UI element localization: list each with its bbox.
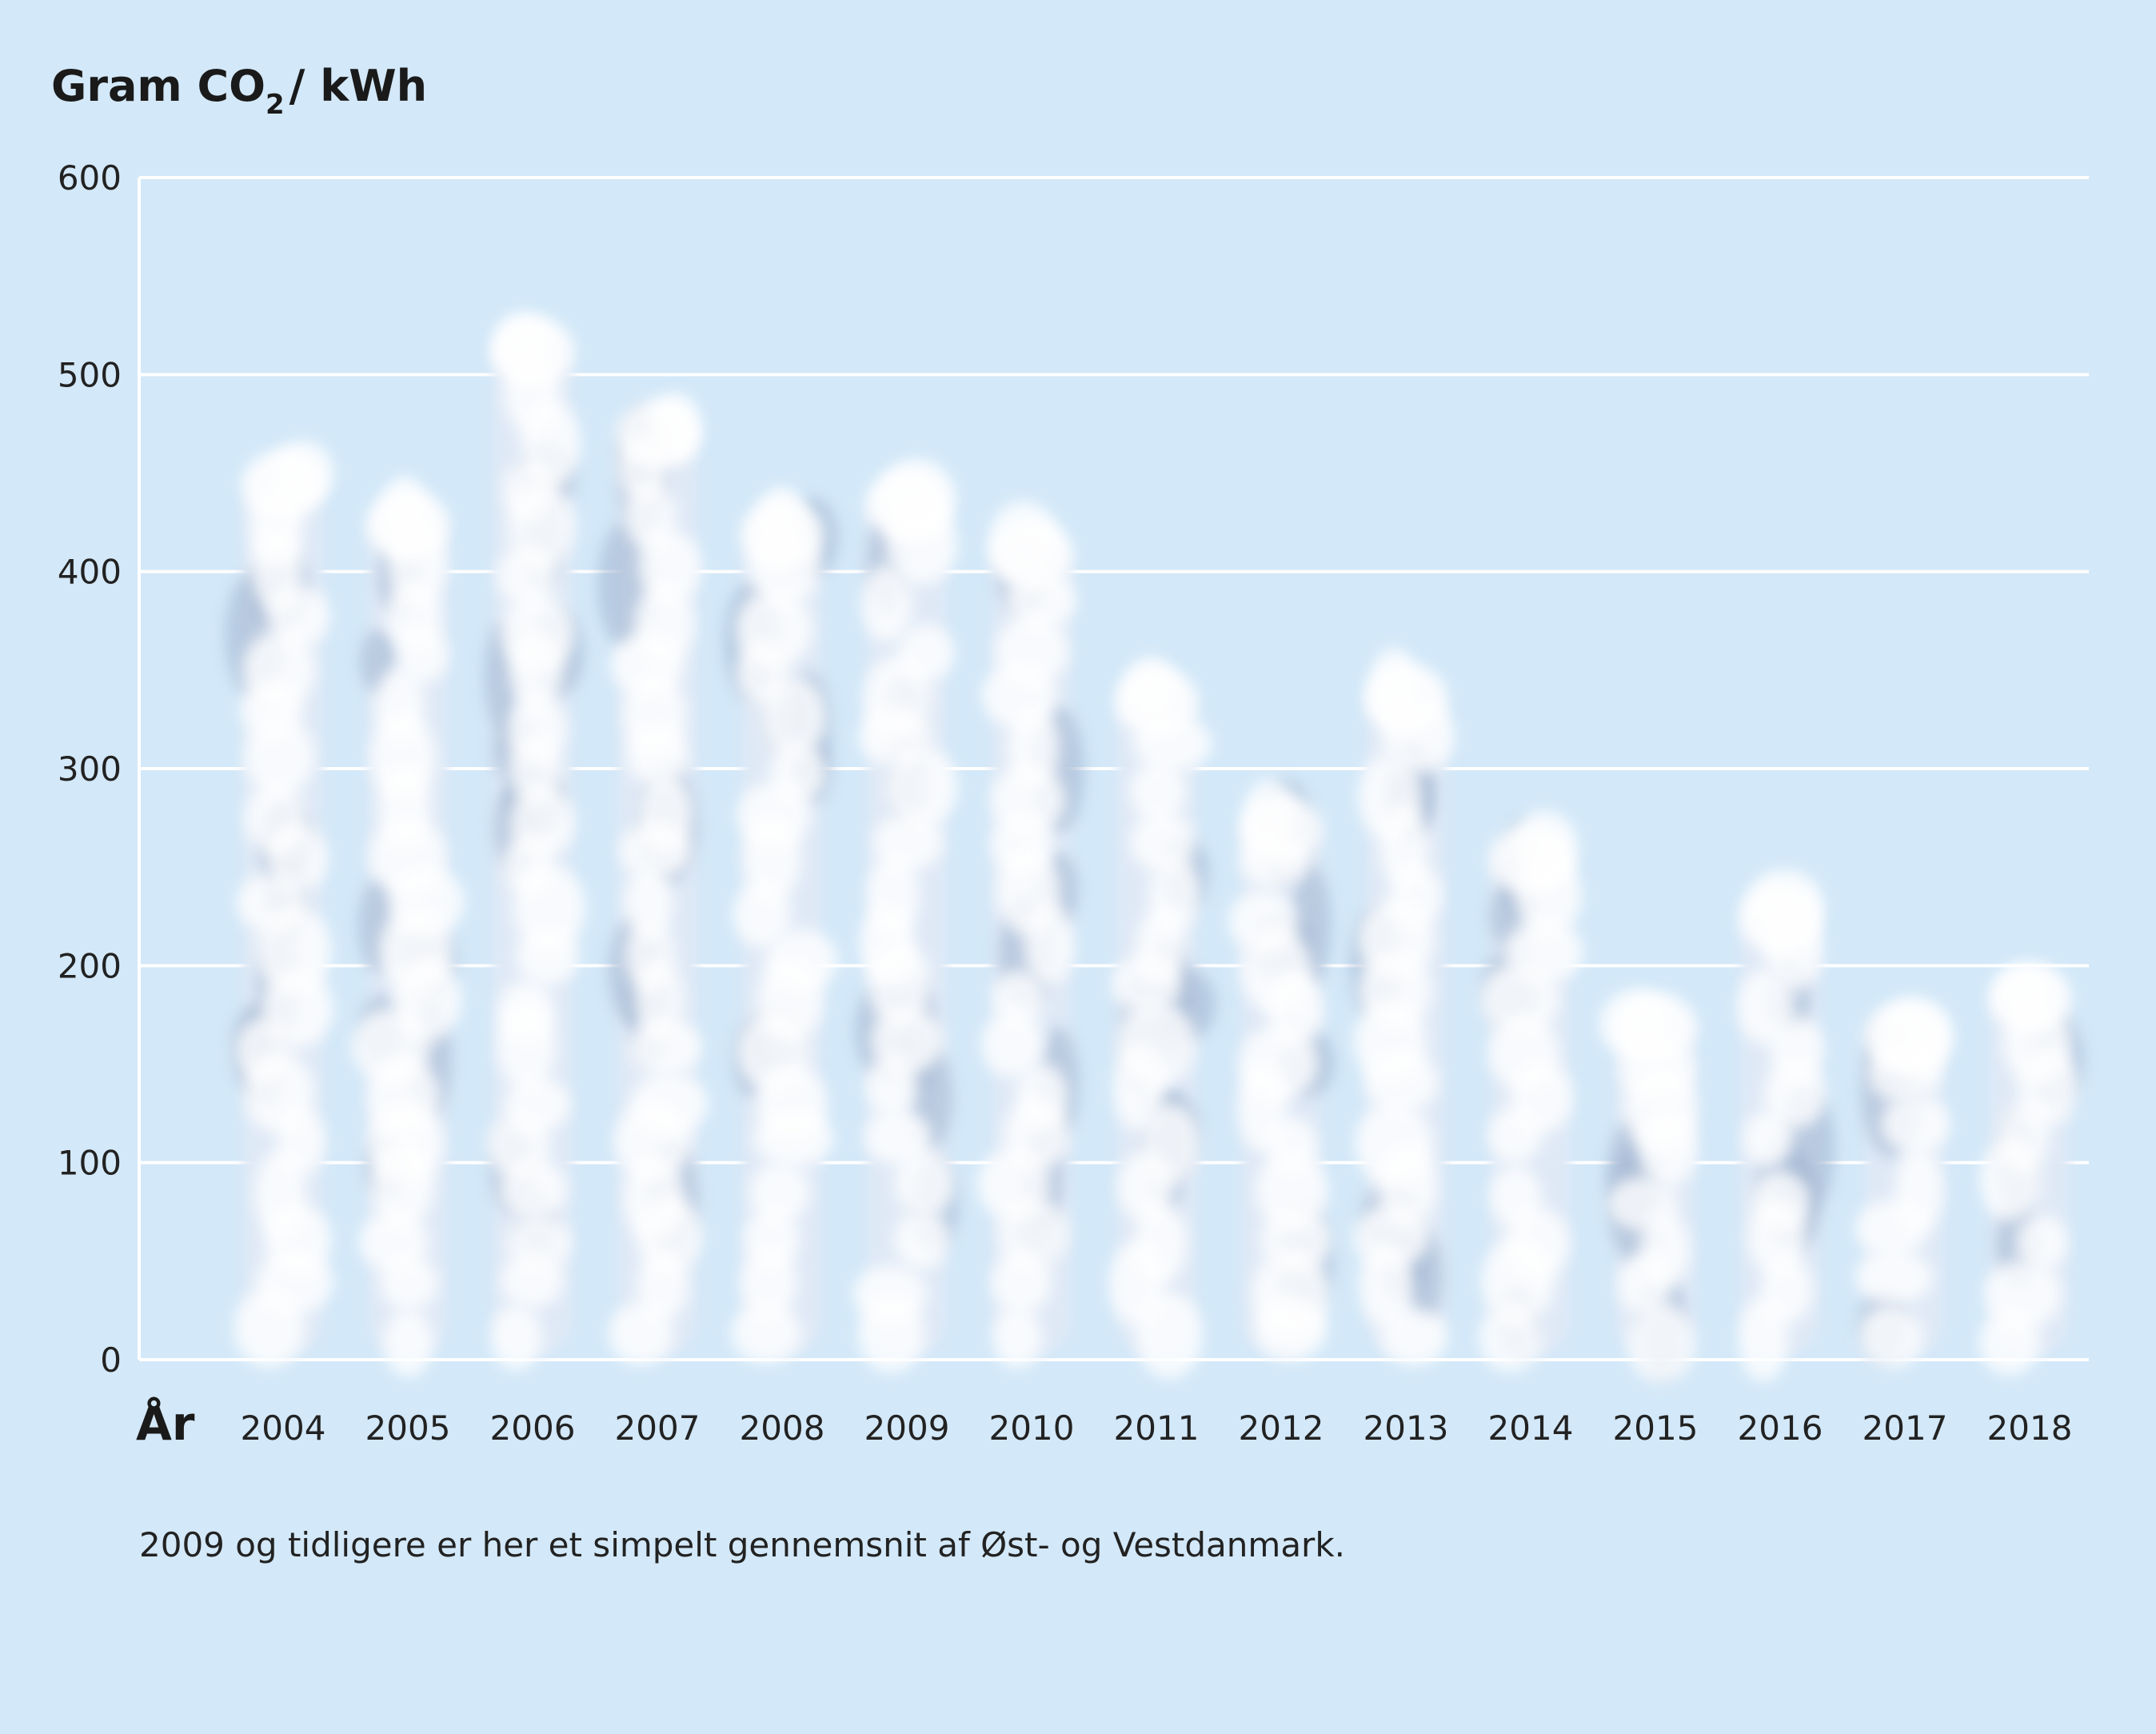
y-tick-label: 100 bbox=[58, 1144, 122, 1183]
bar-2013 bbox=[1350, 647, 1455, 1366]
x-axis-label: År bbox=[136, 1396, 195, 1451]
bar-2014 bbox=[1479, 810, 1583, 1372]
y-tick-label: 600 bbox=[58, 158, 122, 198]
x-axis-ticks: 2004 2005 2006 2007 2008 2009 2010 2011 2012 2013… bbox=[241, 1408, 2073, 1448]
bar-2005 bbox=[351, 476, 465, 1377]
x-tick-label: 2013 bbox=[1363, 1408, 1449, 1448]
bar-2015 bbox=[1599, 989, 1698, 1384]
x-tick-label: 2007 bbox=[615, 1408, 701, 1448]
x-tick-label: 2009 bbox=[864, 1408, 950, 1448]
y-tick-label: 500 bbox=[58, 355, 122, 394]
y-axis-title: Gram CO2/ kWh bbox=[51, 61, 427, 121]
bar-2017 bbox=[1855, 997, 1954, 1369]
bars bbox=[225, 312, 2084, 1384]
x-tick-label: 2006 bbox=[490, 1408, 576, 1448]
bar-2018 bbox=[1978, 962, 2084, 1376]
x-tick-label: 2004 bbox=[241, 1408, 326, 1448]
x-tick-label: 2008 bbox=[740, 1408, 825, 1448]
y-axis-title-main: Gram CO bbox=[51, 61, 266, 111]
bar-2011 bbox=[1108, 656, 1216, 1380]
y-tick-label: 300 bbox=[58, 749, 122, 789]
x-tick-label: 2011 bbox=[1114, 1408, 1200, 1448]
y-tick-label: 200 bbox=[58, 946, 122, 985]
x-tick-label: 2005 bbox=[365, 1408, 451, 1448]
bar-2007 bbox=[597, 393, 709, 1365]
bar-2009 bbox=[852, 458, 959, 1373]
footnote: 2009 og tidligere er her et simpelt genn… bbox=[139, 1525, 1345, 1564]
y-tick-label: 0 bbox=[100, 1340, 122, 1380]
bar-2010 bbox=[976, 501, 1084, 1369]
bar-2008 bbox=[724, 486, 838, 1364]
bar-2006 bbox=[484, 312, 586, 1371]
x-tick-label: 2016 bbox=[1738, 1408, 1823, 1448]
bar-2016 bbox=[1737, 869, 1835, 1382]
y-axis-title-unit: / kWh bbox=[289, 61, 427, 111]
x-tick-label: 2010 bbox=[989, 1408, 1075, 1448]
y-axis-ticks: 0 100 200 300 400 500 600 bbox=[58, 158, 122, 1380]
x-tick-label: 2018 bbox=[1987, 1408, 2073, 1448]
x-tick-label: 2014 bbox=[1488, 1408, 1574, 1448]
bar-2004 bbox=[225, 441, 334, 1368]
x-tick-label: 2017 bbox=[1863, 1408, 1948, 1448]
x-tick-label: 2015 bbox=[1613, 1408, 1699, 1448]
y-tick-label: 400 bbox=[58, 553, 122, 592]
bar-2012 bbox=[1228, 779, 1335, 1360]
x-tick-label: 2012 bbox=[1239, 1408, 1324, 1448]
y-axis-title-subscript: 2 bbox=[266, 89, 285, 121]
